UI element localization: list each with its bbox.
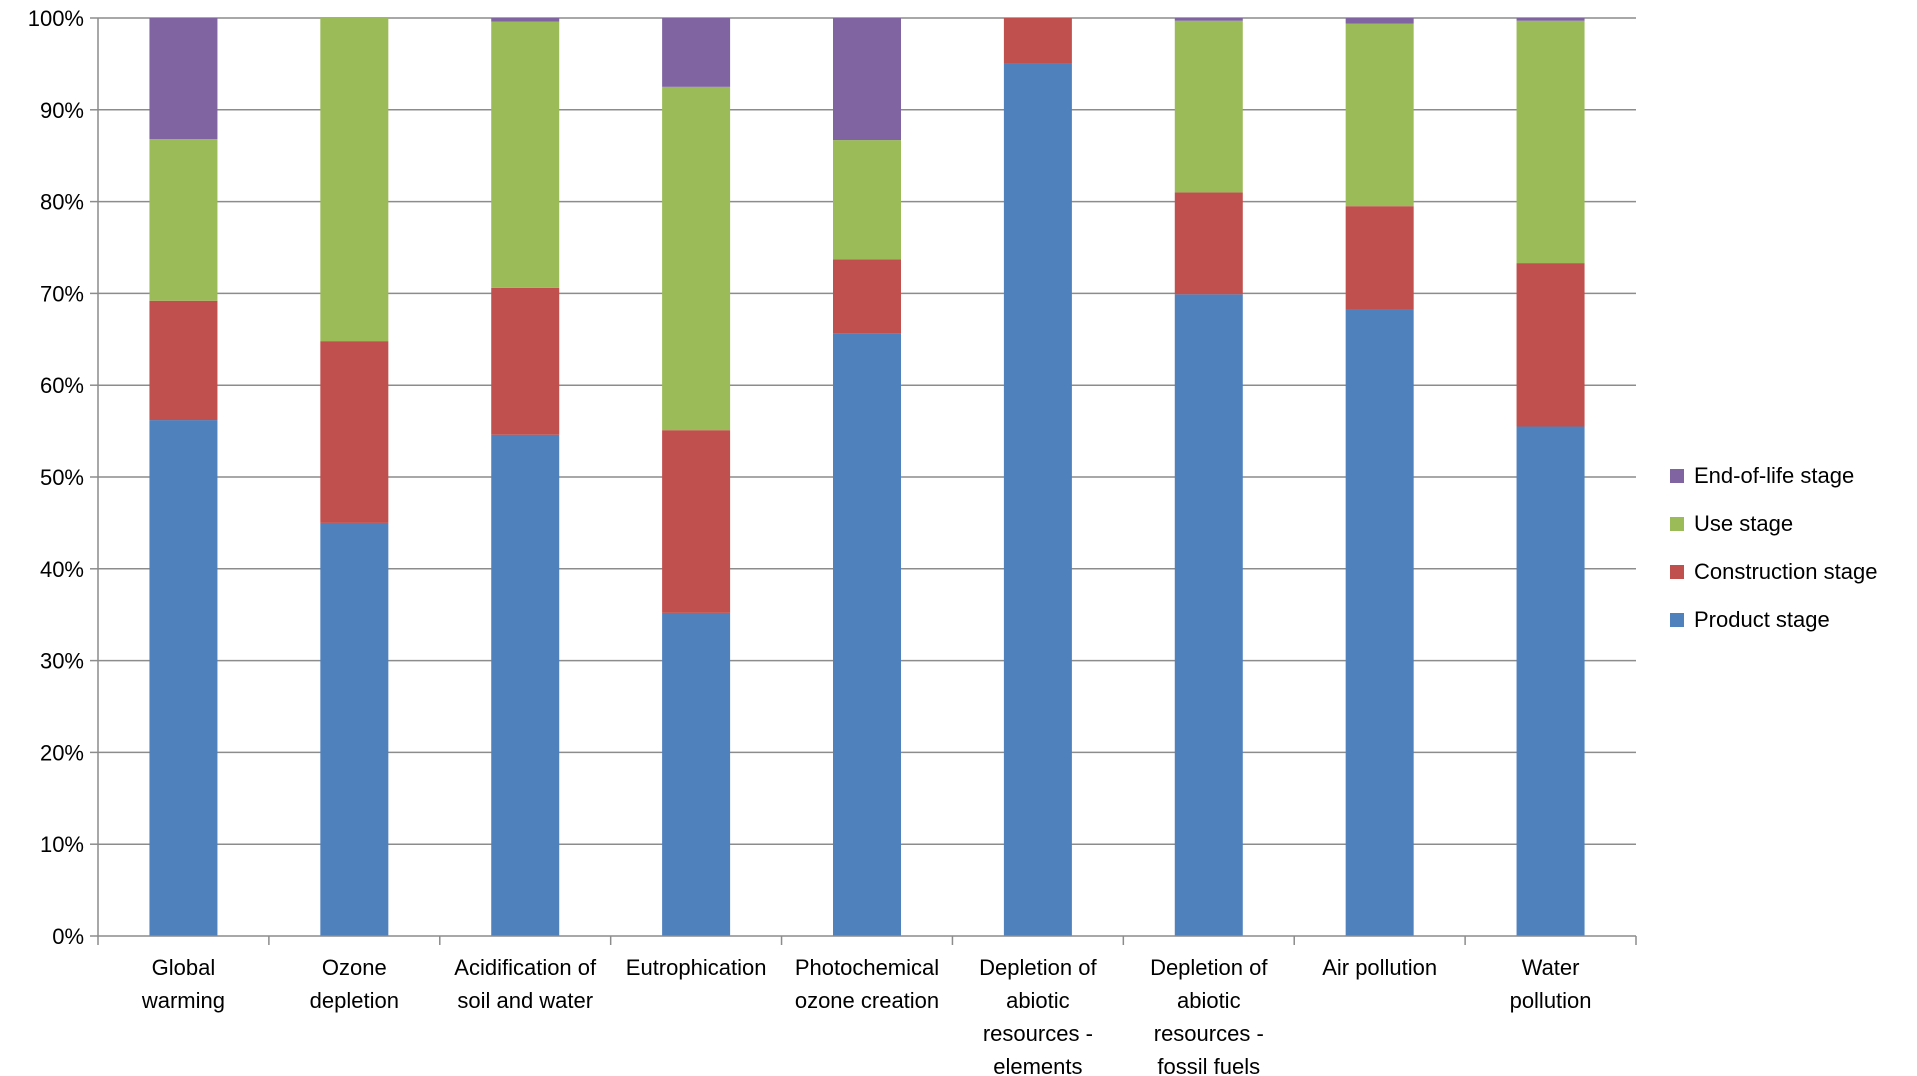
bar-segment-use-stage	[1516, 20, 1585, 264]
bar-segment-use-stage	[1174, 20, 1243, 193]
x-category-label: Acidification of soil and water	[454, 955, 597, 1013]
bar-segment-end-of-life-stage	[491, 18, 560, 22]
y-tick-label: 20%	[40, 740, 84, 765]
y-tick-label: 90%	[40, 98, 84, 123]
bar-segment-product-stage	[833, 333, 901, 936]
legend-item: Use stage	[1670, 500, 1877, 548]
bar-segment-construction-stage	[320, 341, 389, 523]
bar-segment-product-stage	[491, 434, 560, 936]
bar-segment-product-stage	[1003, 63, 1072, 936]
y-axis-tick-labels: 0% 10% 20% 30% 40% 50% 60% 70% 80% 90% 100%	[28, 6, 84, 949]
x-category-label: Photochemical ozone creation	[795, 955, 939, 1013]
bar-segment-construction-stage	[1003, 18, 1072, 64]
bar-segment-use-stage	[491, 21, 560, 288]
y-tick-label: 0%	[52, 924, 84, 949]
bar-segment-product-stage	[1345, 309, 1414, 936]
y-tick-label: 30%	[40, 649, 84, 674]
bar-segment-construction-stage	[149, 300, 218, 421]
bar-segment-end-of-life-stage	[1345, 18, 1414, 24]
bar-segment-product-stage	[149, 420, 218, 937]
legend-swatch	[1670, 565, 1684, 579]
bar-segment-construction-stage	[491, 287, 560, 435]
y-tick-label: 50%	[40, 465, 84, 490]
legend-label: Construction stage	[1694, 559, 1878, 584]
x-category-label: Eutrophication	[626, 955, 767, 980]
x-category-label: Ozone depletion	[310, 955, 399, 1013]
bar-segment-product-stage	[1516, 426, 1585, 936]
x-category-label: Global warming	[141, 955, 225, 1013]
bar-segment-construction-stage	[662, 430, 731, 613]
legend-label: End-of-life stage	[1694, 463, 1855, 488]
legend-label: Product stage	[1694, 607, 1830, 632]
legend-item: Product stage	[1670, 596, 1877, 644]
legend: End-of-life stage Use stage Construction s…	[1670, 452, 1877, 644]
bar-segment-product-stage	[1174, 294, 1243, 936]
y-tick-label: 60%	[40, 373, 84, 398]
bar-segment-construction-stage	[1174, 192, 1243, 295]
bar-segment-use-stage	[149, 139, 218, 301]
axes	[97, 18, 1637, 945]
y-tick-label: 10%	[40, 832, 84, 857]
bar-segment-construction-stage	[1516, 263, 1585, 427]
legend-swatch	[1670, 469, 1684, 483]
y-tick-label: 80%	[40, 190, 84, 215]
bar-segment-end-of-life-stage	[149, 18, 218, 140]
bar-segment-use-stage	[1345, 23, 1414, 207]
x-category-label: Depletion of abiotic resources -elements	[979, 955, 1097, 1076]
bar-segment-end-of-life-stage	[662, 18, 731, 87]
bar-segment-product-stage	[320, 522, 389, 936]
y-tick-label: 100%	[28, 6, 84, 31]
x-axis-category-labels: Global warming Ozone depletion Acidification…	[141, 955, 1592, 1076]
bar-segment-product-stage	[662, 612, 731, 936]
bars	[149, 18, 1585, 937]
legend-item: Construction stage	[1670, 548, 1877, 596]
bar-segment-use-stage	[833, 140, 901, 260]
x-category-label: Air pollution	[1322, 955, 1437, 980]
bar-segment-end-of-life-stage	[833, 18, 901, 141]
bar-segment-construction-stage	[833, 259, 901, 334]
bar-segment-use-stage	[662, 86, 731, 431]
bar-segment-end-of-life-stage	[1516, 18, 1585, 21]
legend-label: Use stage	[1694, 511, 1794, 536]
legend-item: End-of-life stage	[1670, 452, 1877, 500]
bar-segment-use-stage	[320, 18, 389, 342]
bar-segment-end-of-life-stage	[1174, 18, 1243, 21]
x-category-label: Water pollution	[1510, 955, 1592, 1013]
legend-swatch	[1670, 517, 1684, 531]
legend-swatch	[1670, 613, 1684, 627]
x-category-label: Depletion of abiotic resources -fossil fue…	[1150, 955, 1268, 1076]
y-tick-label: 70%	[40, 281, 84, 306]
y-tick-label: 40%	[40, 557, 84, 582]
bar-segment-construction-stage	[1345, 206, 1414, 310]
